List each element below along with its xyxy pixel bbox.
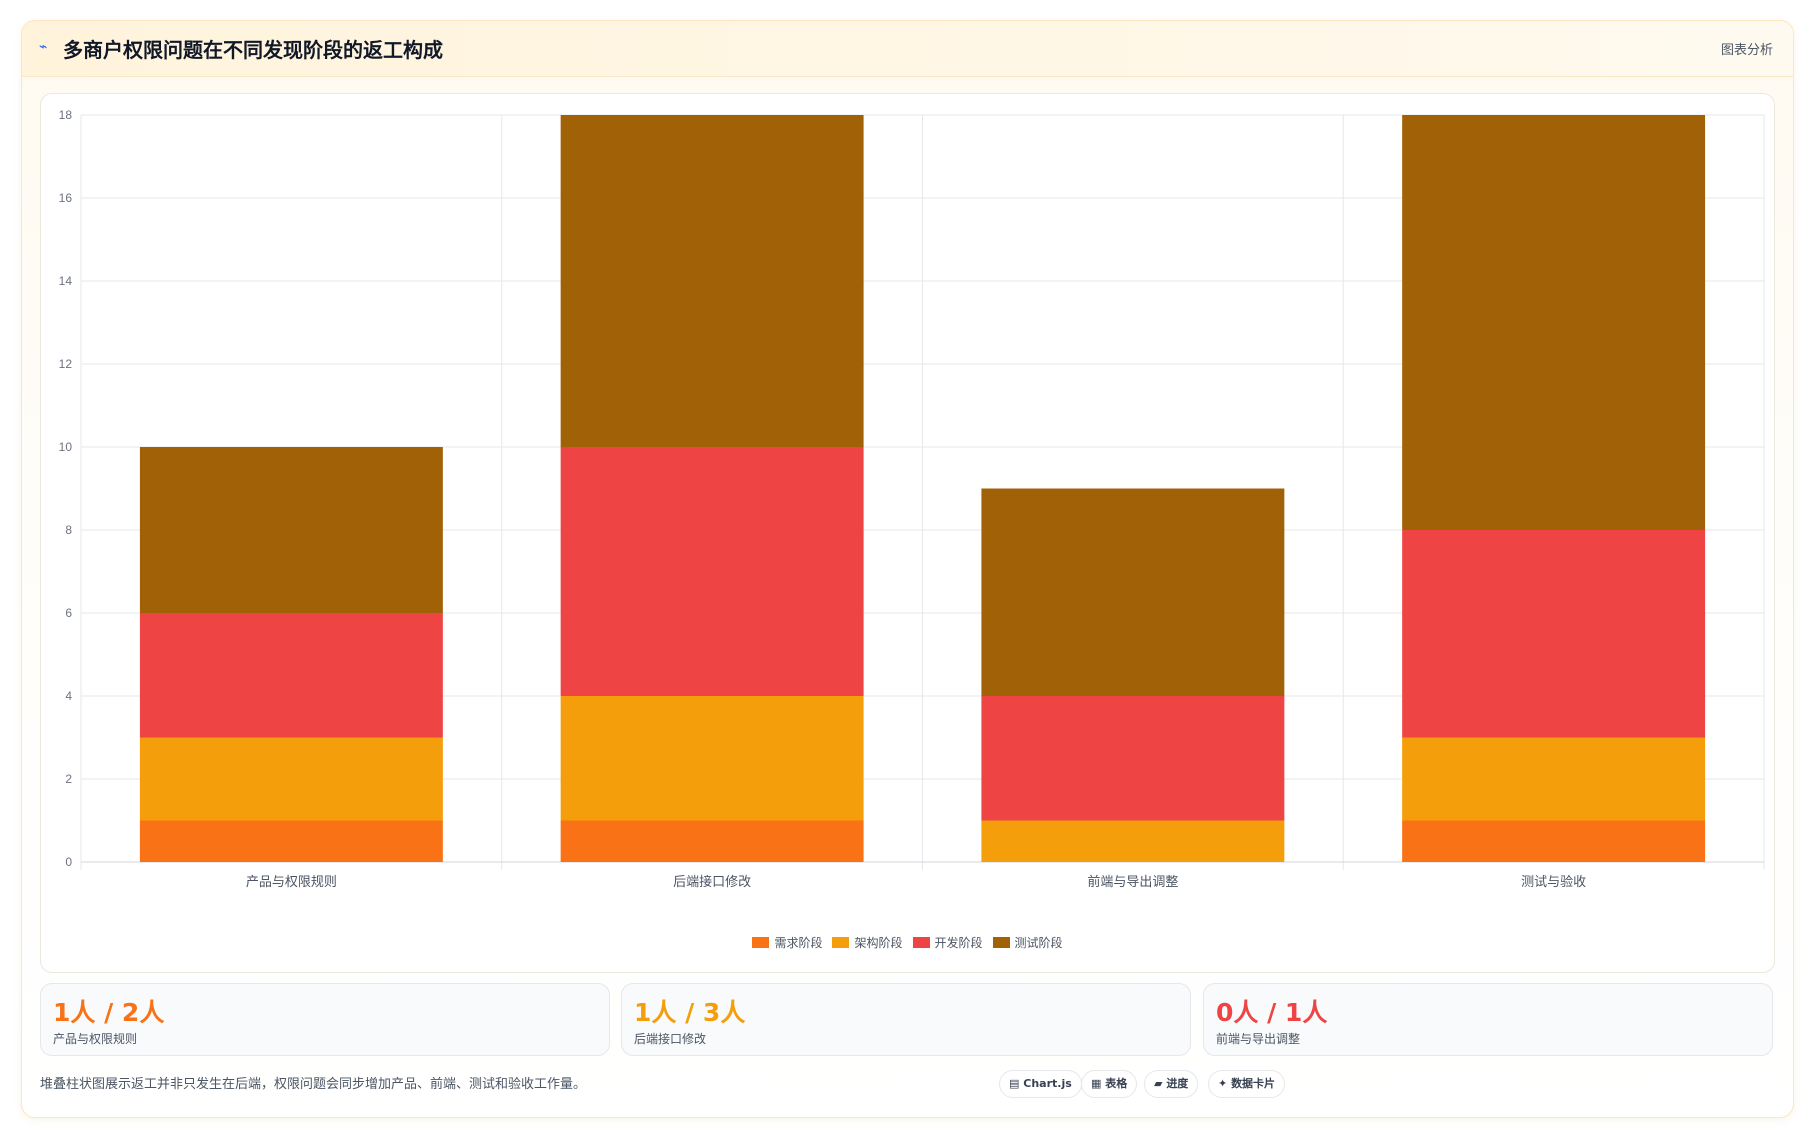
bar-segment — [981, 820, 1285, 862]
y-tick-label: 14 — [59, 274, 73, 288]
stat-value: 0人 / 1人 — [1216, 998, 1328, 1027]
bar-segment — [139, 613, 443, 738]
stat-card-product: 1人 / 2人 产品与权限规则 — [40, 983, 610, 1056]
y-tick-label: 6 — [65, 606, 72, 620]
chart-title: 多商户权限问题在不同发现阶段的返工构成 — [63, 38, 443, 62]
footer-note: 堆叠柱状图展示返工并非只发生在后端，权限问题会同步增加产品、前端、测试和验收工作… — [40, 1077, 587, 1092]
stat-label: 前端与导出调整 — [1216, 1032, 1301, 1046]
legend-item[interactable]: 测试阶段 — [992, 934, 1063, 951]
legend-swatch — [832, 937, 850, 948]
y-tick-label: 4 — [65, 689, 72, 703]
chip-table[interactable]: ▦ 表格 — [1081, 1070, 1138, 1098]
card-header: ⌁ 多商户权限问题在不同发现阶段的返工构成 图表分析 — [22, 21, 1793, 77]
legend-label: 测试阶段 — [1014, 936, 1063, 950]
bar-segment — [560, 696, 864, 821]
chart-icon: ▤ — [1009, 1077, 1020, 1090]
stat-label: 后端接口修改 — [634, 1032, 707, 1046]
y-tick-label: 0 — [65, 855, 72, 869]
x-tick-label: 产品与权限规则 — [246, 874, 337, 889]
stat-card-backend: 1人 / 3人 后端接口修改 — [621, 983, 1191, 1056]
chart-panel: 0 2 4 6 8 10 12 14 16 18 产品与权限规则 后端接口修改 前端与导出调整 测试与验收… — [40, 93, 1775, 973]
legend-label: 架构阶段 — [854, 936, 903, 950]
legend-item[interactable]: 架构阶段 — [832, 934, 903, 951]
stacked-bar-chart: 0 2 4 6 8 10 12 14 16 18 产品与权限规则 后端接口修改 前端与导出调整 测试与验收 — [59, 108, 1765, 889]
chip-label: 数据卡片 — [1231, 1077, 1276, 1090]
stat-card-frontend: 0人 / 1人 前端与导出调整 — [1203, 983, 1773, 1056]
chip-label: 表格 — [1105, 1077, 1128, 1090]
bar-segment — [139, 447, 443, 613]
stat-value: 1人 / 3人 — [634, 998, 746, 1027]
legend-swatch — [992, 937, 1010, 948]
y-tick-label: 12 — [59, 357, 73, 371]
bar-segment — [1402, 820, 1706, 862]
legend-item[interactable]: 开发阶段 — [912, 934, 983, 951]
x-tick-label: 后端接口修改 — [673, 874, 751, 889]
y-tick-label: 16 — [59, 191, 73, 205]
y-tick-label: 10 — [59, 440, 73, 454]
chart-card: ⌁ 多商户权限问题在不同发现阶段的返工构成 图表分析 0 2 4 6 8 10 12 14 16… — [21, 20, 1794, 1118]
bar-segment — [560, 820, 864, 862]
bar-segment — [560, 447, 864, 696]
legend-swatch — [752, 937, 770, 948]
legend-label: 开发阶段 — [934, 936, 983, 950]
sparkle-icon: ✦ — [1218, 1077, 1228, 1090]
chip-chartjs[interactable]: ▤ Chart.js — [999, 1070, 1082, 1098]
stat-value: 1人 / 2人 — [53, 998, 165, 1027]
chip-data-card[interactable]: ✦ 数据卡片 — [1208, 1070, 1286, 1098]
chip-label: 进度 — [1166, 1077, 1189, 1090]
chip-progress[interactable]: ▰ 进度 — [1144, 1070, 1199, 1098]
chip-label: Chart.js — [1023, 1077, 1072, 1090]
y-tick-label: 18 — [59, 108, 73, 122]
bar-segment — [1402, 530, 1706, 738]
bar-segment — [1402, 737, 1706, 821]
progress-icon: ▰ — [1154, 1077, 1163, 1090]
y-tick-label: 8 — [65, 523, 72, 537]
bar-segment — [139, 820, 443, 862]
x-tick-label: 测试与验收 — [1521, 874, 1586, 889]
x-tick-label: 前端与导出调整 — [1087, 874, 1178, 889]
trend-line-icon: ⌁ — [39, 39, 48, 55]
bar-segment — [1402, 115, 1706, 530]
chart-legend: 需求阶段 架构阶段 开发阶段 测试阶段 — [41, 934, 1774, 951]
bar-segment — [981, 488, 1285, 696]
chart-analysis-link[interactable]: 图表分析 — [1720, 43, 1773, 58]
legend-swatch — [912, 937, 930, 948]
bar-segment — [981, 696, 1285, 821]
legend-item[interactable]: 需求阶段 — [752, 934, 822, 951]
stat-label: 产品与权限规则 — [53, 1032, 138, 1046]
bar-segment — [139, 737, 443, 821]
y-tick-label: 2 — [65, 772, 72, 786]
bar-segment — [560, 115, 864, 447]
legend-label: 需求阶段 — [774, 936, 823, 950]
table-icon: ▦ — [1091, 1077, 1102, 1090]
